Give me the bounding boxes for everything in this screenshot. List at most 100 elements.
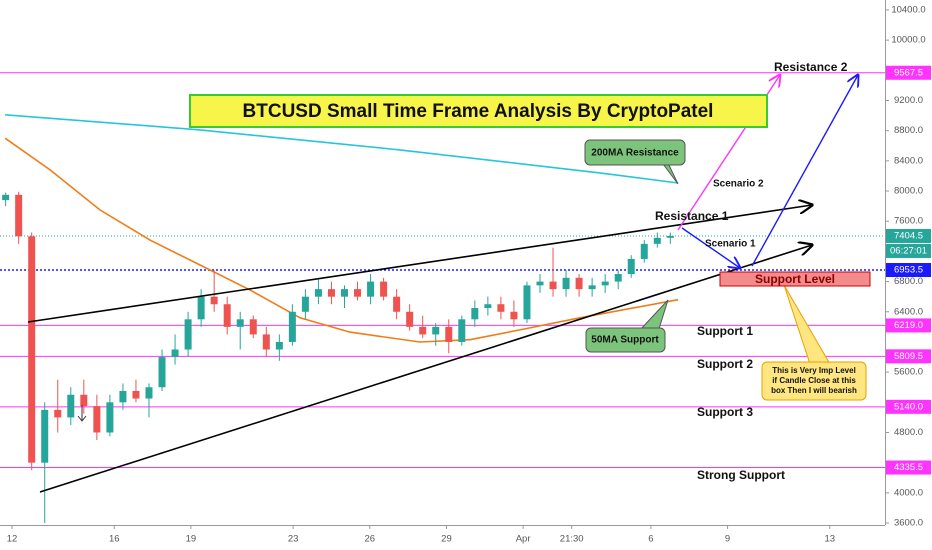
candle-body <box>132 390 140 399</box>
support-box <box>719 271 871 287</box>
candle-body <box>393 296 401 312</box>
candle-body <box>301 296 309 312</box>
candle-body <box>145 387 153 399</box>
price-label: 7404.5 <box>894 230 923 241</box>
annotation: Support Level <box>755 272 835 286</box>
candle-body <box>236 319 244 327</box>
candle-body <box>406 311 414 327</box>
annotation: Support 1 <box>697 324 753 338</box>
trendline <box>39 245 812 493</box>
candle-body <box>275 341 283 350</box>
candle-body <box>367 281 375 297</box>
candle-body <box>523 285 531 320</box>
candle-body <box>419 326 427 335</box>
chart-title: BTCUSD Small Time Frame Analysis By Cryp… <box>243 101 714 122</box>
title-box <box>189 94 768 128</box>
level-label: 6219.0 <box>894 320 923 331</box>
level-label-box <box>886 399 931 414</box>
y-tick-label: 8800.0 <box>894 125 923 136</box>
drawings <box>27 75 858 493</box>
level-label: 5809.5 <box>894 351 923 362</box>
annotation: Strong Support <box>697 468 785 482</box>
x-tick-label: 12 <box>7 534 18 545</box>
annotation: Support 2 <box>697 357 753 371</box>
y-tick-label: 7600.0 <box>894 216 923 227</box>
y-tick-label: 6400.0 <box>894 306 923 317</box>
candle-body <box>223 304 231 327</box>
x-tick-label: Apr <box>516 534 531 545</box>
callout-box <box>761 361 867 401</box>
candle-body <box>15 194 23 237</box>
level-label: 9567.5 <box>894 67 923 78</box>
candle-body <box>588 285 596 290</box>
candle-body <box>458 319 466 342</box>
annotation: Resistance 2 <box>774 60 848 74</box>
x-tick-label: 6 <box>648 534 653 545</box>
candle-body <box>627 258 635 275</box>
y-tick-label: 4800.0 <box>894 427 923 438</box>
level-label-box <box>886 349 931 364</box>
candle-body <box>666 235 674 238</box>
candle-body <box>262 334 270 350</box>
callout-box <box>584 139 686 166</box>
axes: 10400.0 10000.0 9200.0 8800.0 8400.0 8000.0 76… <box>7 4 931 545</box>
candle-body <box>536 281 544 286</box>
candle-body <box>314 289 322 297</box>
moving-average <box>4 137 679 343</box>
annotation: if Candle Close at this <box>772 376 856 385</box>
candle-body <box>432 326 440 335</box>
y-tick-label: 5600.0 <box>894 367 923 378</box>
y-tick-label: 10400.0 <box>891 4 925 15</box>
y-tick-label: 10000.0 <box>891 35 925 46</box>
candle-body <box>67 394 75 418</box>
candle-body <box>640 243 648 259</box>
annotation: Scenario 2 <box>713 179 764 190</box>
level-label-box <box>886 460 931 475</box>
candle-body <box>562 277 570 290</box>
candle-body <box>354 289 362 297</box>
candle-body <box>575 277 583 290</box>
y-tick-label: 4000.0 <box>894 487 923 498</box>
level-label-box <box>886 318 931 333</box>
candle-body <box>288 311 296 342</box>
small-arrow <box>77 415 87 422</box>
price-label-box <box>886 263 931 278</box>
x-tick-label: 21:30 <box>560 534 584 545</box>
candle-body <box>380 281 388 297</box>
candle-body <box>445 326 453 342</box>
candle-body <box>210 296 218 305</box>
scenario-arrow <box>681 227 740 268</box>
countdown: 06:27:01 <box>890 245 927 256</box>
level-label-box <box>886 65 931 80</box>
scenario-arrow <box>751 75 858 267</box>
annotation: Support 3 <box>697 405 753 419</box>
level-label: 4335.5 <box>894 462 923 473</box>
x-tick-label: 26 <box>365 534 376 545</box>
candle-body <box>327 289 335 297</box>
y-tick-label: 9200.0 <box>894 95 923 106</box>
candle-body <box>614 274 622 282</box>
candle-body <box>80 394 88 407</box>
candle-body <box>510 311 518 320</box>
price-label-box <box>886 228 931 243</box>
annotation: This is Very Imp Level <box>772 366 856 375</box>
annotation: Resistance 1 <box>655 209 729 223</box>
annotation: box Then I will bearish <box>771 386 857 395</box>
candle-body <box>158 357 166 388</box>
candle-body <box>28 236 36 463</box>
candle-body <box>197 296 205 320</box>
candle-body <box>471 307 479 320</box>
candle-body <box>2 194 10 201</box>
x-tick-label: 9 <box>725 534 730 545</box>
annotation: Scenario 1 <box>705 239 756 250</box>
candle-body <box>93 406 101 433</box>
candle-body <box>549 281 557 290</box>
moving-average <box>5 114 679 184</box>
candle-body <box>119 390 127 403</box>
price-label: 6953.5 <box>894 265 923 276</box>
y-tick-label: 6800.0 <box>894 276 923 287</box>
candle-body <box>41 409 49 463</box>
plot-layer <box>0 72 885 469</box>
x-tick-label: 16 <box>109 534 120 545</box>
